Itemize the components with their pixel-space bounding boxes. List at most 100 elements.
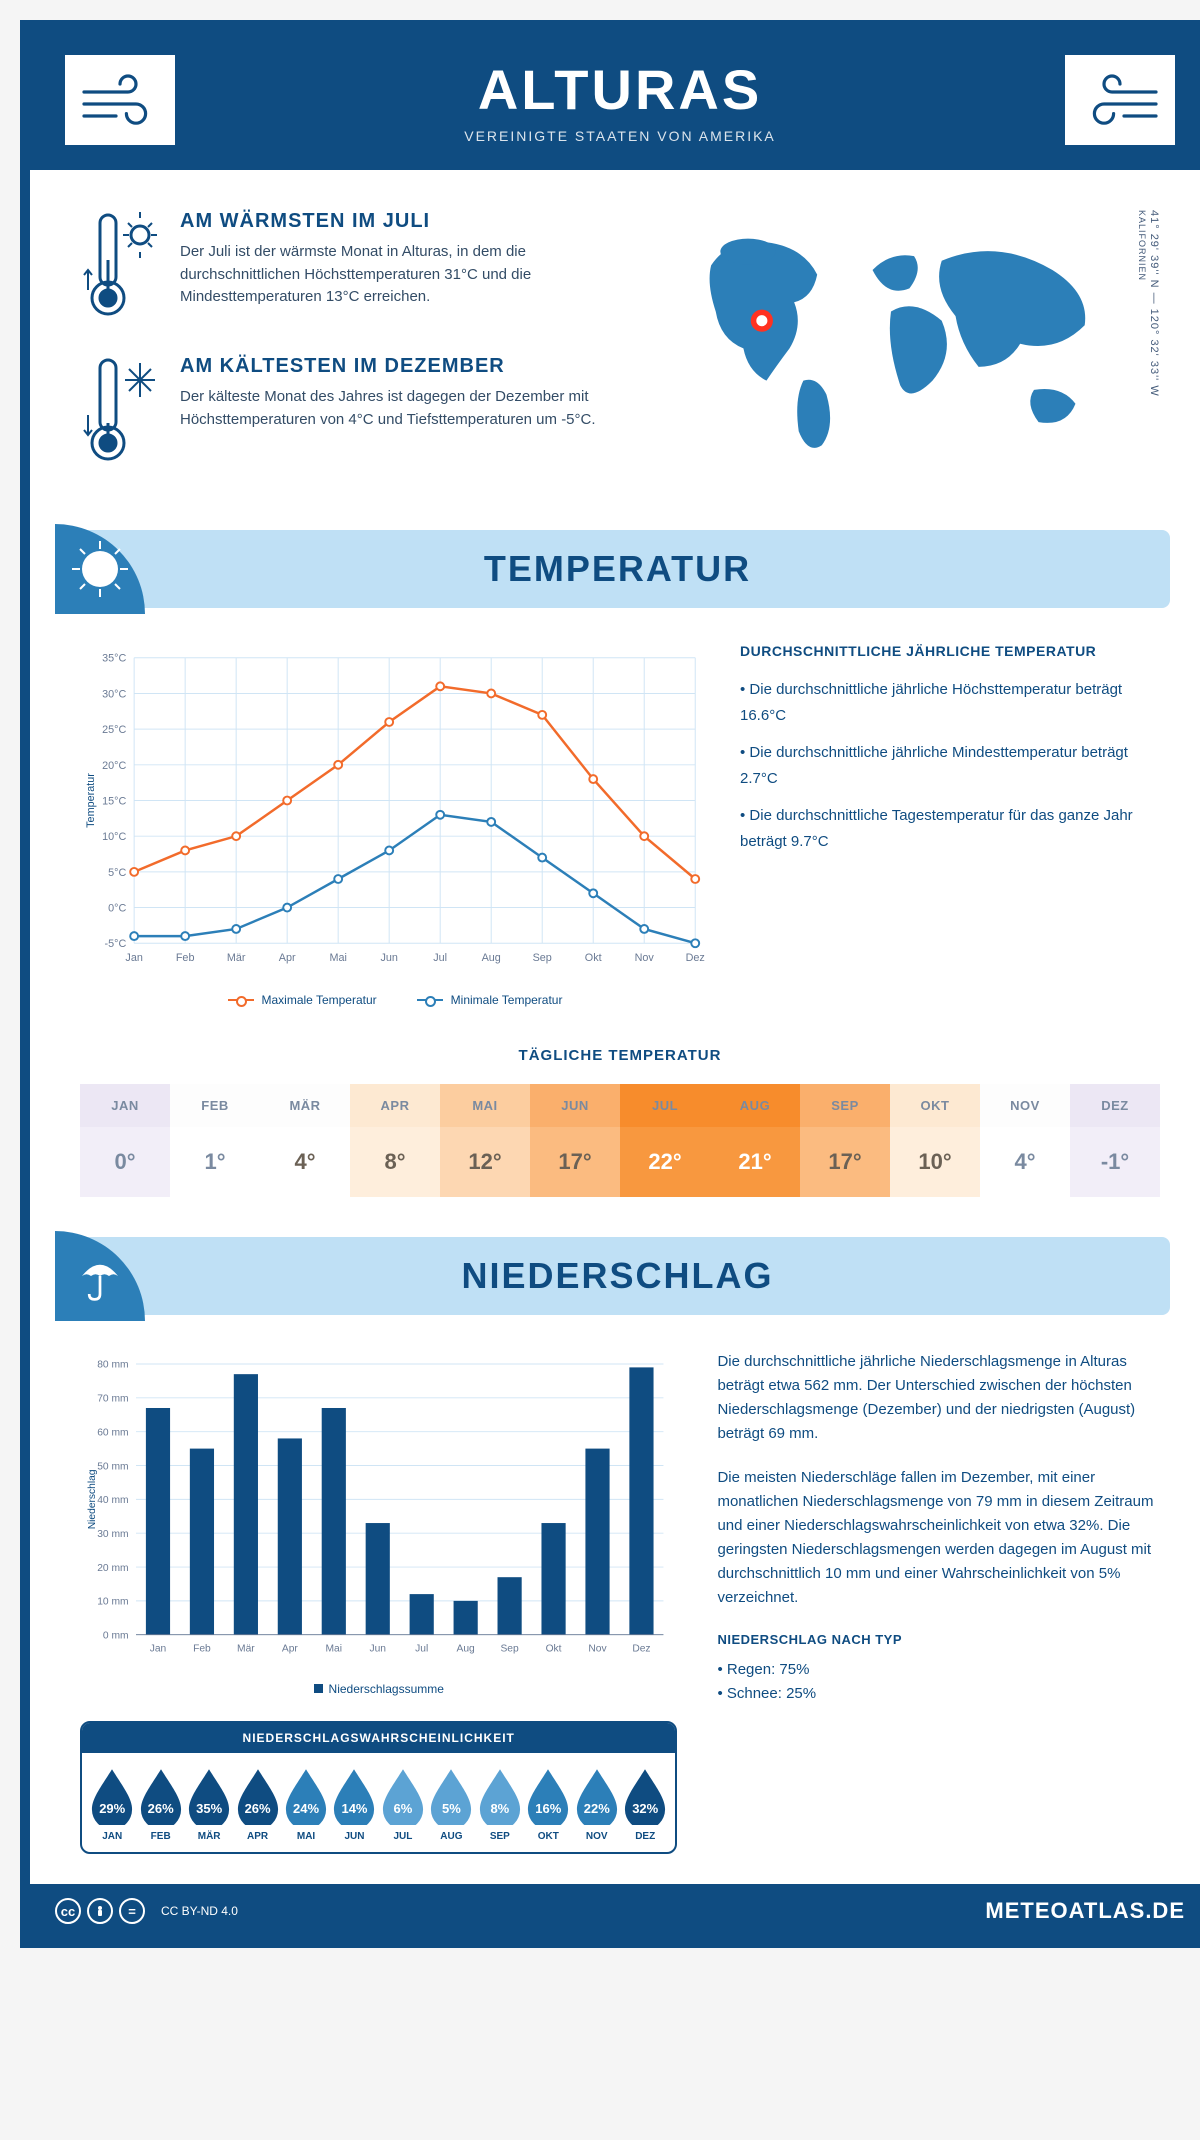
umbrella-icon	[55, 1231, 145, 1321]
precip-type-item: • Regen: 75%	[717, 1658, 1160, 1682]
svg-text:5°C: 5°C	[108, 867, 126, 879]
daily-month: JUN	[530, 1084, 620, 1127]
footer: cc = CC BY-ND 4.0 METEOATLAS.DE	[30, 1884, 1200, 1938]
svg-text:15°C: 15°C	[102, 795, 126, 807]
warmest-fact: AM WÄRMSTEN IM JULI Der Juli ist der wär…	[80, 210, 625, 325]
svg-text:Jan: Jan	[150, 1643, 167, 1654]
prob-drop: 29% JAN	[89, 1767, 135, 1842]
prob-drop: 24% MAI	[283, 1767, 329, 1842]
precip-by-type-title: NIEDERSCHLAG NACH TYP	[717, 1630, 1160, 1651]
cc-icon: cc	[55, 1898, 81, 1924]
daily-month: NOV	[980, 1084, 1070, 1127]
probability-title: NIEDERSCHLAGSWAHRSCHEINLICHKEIT	[82, 1723, 675, 1753]
svg-text:Jul: Jul	[433, 952, 447, 964]
svg-text:Mai: Mai	[329, 952, 346, 964]
daily-value: 17°	[800, 1127, 890, 1197]
coldest-text: Der kälteste Monat des Jahres ist dagege…	[180, 386, 625, 431]
svg-text:0 mm: 0 mm	[103, 1630, 129, 1641]
svg-text:Aug: Aug	[457, 1643, 476, 1654]
daily-month: AUG	[710, 1084, 800, 1127]
daily-value: 0°	[80, 1127, 170, 1197]
header: ALTURAS VEREINIGTE STAATEN VON AMERIKA	[30, 30, 1200, 170]
coldest-title: AM KÄLTESTEN IM DEZEMBER	[180, 355, 625, 378]
svg-text:Temperatur: Temperatur	[85, 773, 97, 828]
svg-text:Aug: Aug	[482, 952, 501, 964]
svg-text:Apr: Apr	[279, 952, 296, 964]
prob-drop: 16% OKT	[525, 1767, 571, 1842]
daily-month: DEZ	[1070, 1084, 1160, 1127]
temperature-section: -5°C0°C5°C10°C15°C20°C25°C30°C35°CJanFeb…	[30, 608, 1200, 1037]
temp-info-item: • Die durchschnittliche jährliche Höchst…	[740, 677, 1160, 728]
probability-box: NIEDERSCHLAGSWAHRSCHEINLICHKEIT 29% JAN …	[80, 1721, 677, 1854]
page: ALTURAS VEREINIGTE STAATEN VON AMERIKA	[20, 20, 1200, 1948]
overview-section: AM WÄRMSTEN IM JULI Der Juli ist der wär…	[30, 170, 1200, 530]
prob-drop: 8% SEP	[477, 1767, 523, 1842]
daily-value: -1°	[1070, 1127, 1160, 1197]
precip-para2: Die meisten Niederschläge fallen im Deze…	[717, 1466, 1160, 1610]
prob-drop: 32% DEZ	[622, 1767, 668, 1842]
svg-text:Dez: Dez	[632, 1643, 650, 1654]
temp-info-list: • Die durchschnittliche jährliche Höchst…	[740, 677, 1160, 854]
license: cc = CC BY-ND 4.0	[55, 1898, 238, 1924]
daily-temp-title: TÄGLICHE TEMPERATUR	[80, 1047, 1160, 1064]
temperature-band: TEMPERATUR	[70, 530, 1170, 608]
daily-month: MAI	[440, 1084, 530, 1127]
precip-legend: Niederschlagssumme	[80, 1682, 677, 1696]
svg-text:Mär: Mär	[227, 952, 246, 964]
prob-drop: 35% MÄR	[186, 1767, 232, 1842]
prob-drop: 26% APR	[235, 1767, 281, 1842]
coldest-fact: AM KÄLTESTEN IM DEZEMBER Der kälteste Mo…	[80, 355, 625, 470]
svg-text:40 mm: 40 mm	[97, 1495, 128, 1506]
wind-icon	[1065, 55, 1175, 145]
svg-text:Jan: Jan	[125, 952, 142, 964]
svg-text:-5°C: -5°C	[105, 938, 127, 950]
svg-text:25°C: 25°C	[102, 724, 126, 736]
svg-text:0°C: 0°C	[108, 902, 126, 914]
coordinates: 41° 29' 39'' N — 120° 32' 33'' W KALIFOR…	[1126, 210, 1160, 500]
precipitation-section: 0 mm10 mm20 mm30 mm40 mm50 mm60 mm70 mm8…	[30, 1315, 1200, 1884]
svg-text:Dez: Dez	[686, 952, 705, 964]
nd-icon: =	[119, 1898, 145, 1924]
svg-text:Nov: Nov	[635, 952, 655, 964]
sun-icon	[55, 524, 145, 614]
svg-text:Mär: Mär	[237, 1643, 255, 1654]
thermometer-cold-icon	[80, 355, 160, 470]
wind-icon	[65, 55, 175, 145]
daily-month: JAN	[80, 1084, 170, 1127]
svg-text:Sep: Sep	[500, 1643, 519, 1654]
svg-text:Jul: Jul	[415, 1643, 428, 1654]
daily-temperature: TÄGLICHE TEMPERATUR JANFEBMÄRAPRMAIJUNJU…	[30, 1037, 1200, 1237]
daily-month: SEP	[800, 1084, 890, 1127]
world-map	[665, 210, 1126, 500]
svg-text:Apr: Apr	[282, 1643, 299, 1654]
svg-text:Nov: Nov	[588, 1643, 607, 1654]
daily-value: 21°	[710, 1127, 800, 1197]
temperature-title: TEMPERATUR	[145, 548, 1090, 590]
svg-text:70 mm: 70 mm	[97, 1393, 128, 1404]
svg-text:30°C: 30°C	[102, 688, 126, 700]
temp-info-title: DURCHSCHNITTLICHE JÄHRLICHE TEMPERATUR	[740, 643, 1160, 659]
country-subtitle: VEREINIGTE STAATEN VON AMERIKA	[175, 128, 1065, 144]
daily-value: 22°	[620, 1127, 710, 1197]
prob-drop: 6% JUL	[380, 1767, 426, 1842]
daily-month: OKT	[890, 1084, 980, 1127]
precipitation-chart: 0 mm10 mm20 mm30 mm40 mm50 mm60 mm70 mm8…	[80, 1350, 677, 1696]
prob-drop: 5% AUG	[428, 1767, 474, 1842]
precip-para1: Die durchschnittliche jährliche Niedersc…	[717, 1350, 1160, 1446]
temp-info-item: • Die durchschnittliche Tagestemperatur …	[740, 803, 1160, 854]
temperature-legend: Maximale Temperatur Minimale Temperatur	[80, 993, 710, 1007]
svg-text:Okt: Okt	[546, 1643, 562, 1654]
temp-info-item: • Die durchschnittliche jährliche Mindes…	[740, 740, 1160, 791]
daily-value: 4°	[260, 1127, 350, 1197]
prob-drop: 22% NOV	[574, 1767, 620, 1842]
svg-text:Mai: Mai	[326, 1643, 343, 1654]
svg-text:Feb: Feb	[176, 952, 195, 964]
svg-text:Feb: Feb	[193, 1643, 211, 1654]
daily-month: FEB	[170, 1084, 260, 1127]
svg-text:30 mm: 30 mm	[97, 1529, 128, 1540]
svg-text:80 mm: 80 mm	[97, 1359, 128, 1370]
svg-text:20 mm: 20 mm	[97, 1562, 128, 1573]
svg-text:Okt: Okt	[585, 952, 602, 964]
warmest-title: AM WÄRMSTEN IM JULI	[180, 210, 625, 233]
precip-by-type-list: • Regen: 75%• Schnee: 25%	[717, 1658, 1160, 1706]
